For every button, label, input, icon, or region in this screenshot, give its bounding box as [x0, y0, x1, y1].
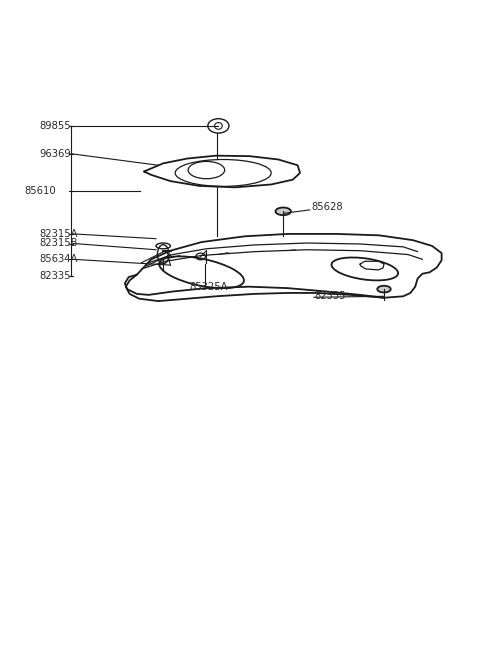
Text: 89855: 89855: [39, 121, 71, 131]
Text: 85634A: 85634A: [39, 254, 78, 265]
Text: 82335: 82335: [39, 271, 71, 280]
Text: 96369: 96369: [39, 149, 71, 159]
Text: 85628: 85628: [311, 202, 343, 212]
Text: 82315B: 82315B: [39, 238, 78, 248]
Text: 82335: 82335: [314, 291, 346, 301]
Text: 85610: 85610: [24, 186, 56, 196]
Text: 85325A: 85325A: [190, 282, 228, 291]
Ellipse shape: [377, 286, 391, 293]
Ellipse shape: [276, 208, 291, 215]
Text: 82315A: 82315A: [39, 229, 78, 239]
